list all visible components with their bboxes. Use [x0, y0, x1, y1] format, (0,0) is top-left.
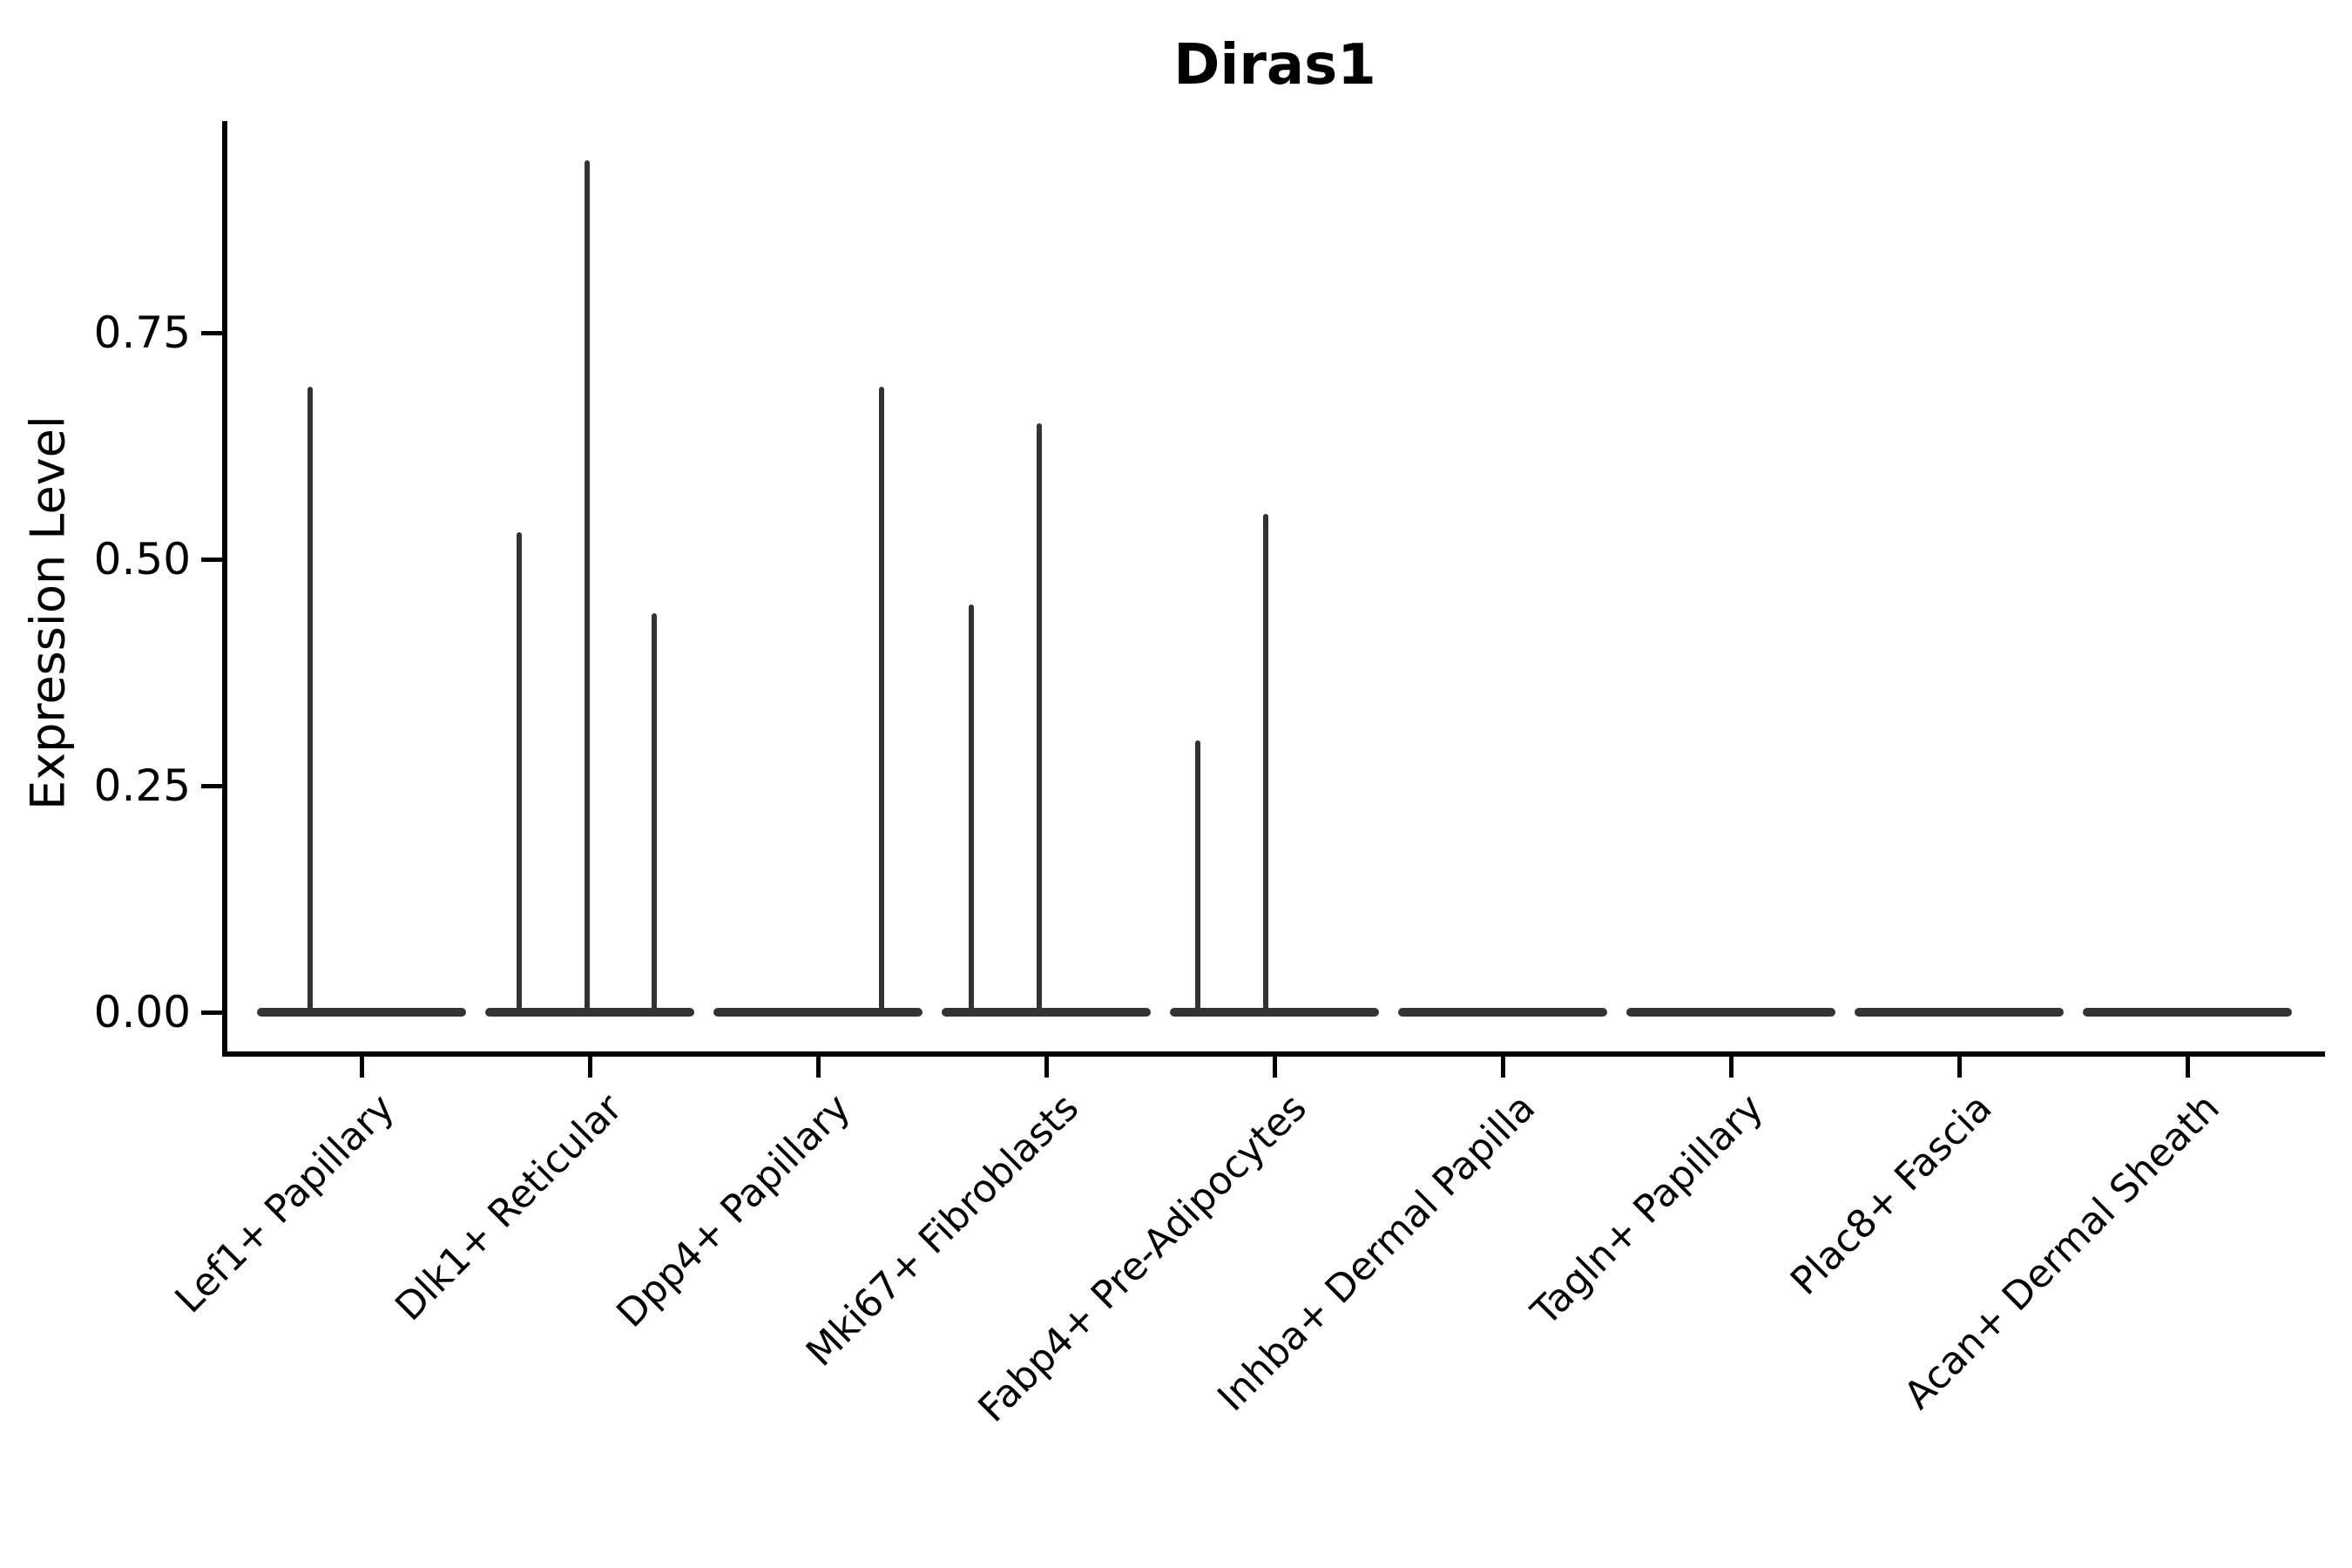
- violin-spike: [585, 160, 590, 1016]
- violin-baseline: [1170, 1008, 1379, 1017]
- x-tick-mark: [588, 1057, 592, 1078]
- x-tick-mark: [360, 1057, 364, 1078]
- violin-spike: [1037, 423, 1042, 1016]
- violin-baseline: [713, 1008, 923, 1017]
- x-tick-mark: [1044, 1057, 1049, 1078]
- x-tick-mark: [2186, 1057, 2190, 1078]
- x-tick-mark: [816, 1057, 821, 1078]
- y-tick-label: 0.75: [93, 308, 191, 358]
- chart-title: Diras1: [1173, 33, 1376, 98]
- x-category-label: Lef1+ Papillary: [166, 1085, 403, 1322]
- violin-baseline: [257, 1008, 466, 1017]
- x-tick-mark: [1957, 1057, 1962, 1078]
- y-tick-label: 0.50: [93, 534, 191, 585]
- violin-spike: [308, 387, 313, 1016]
- violin-spike: [969, 605, 974, 1016]
- x-category-label: Tagln+ Papillary: [1523, 1085, 1773, 1335]
- y-tick-mark: [201, 1010, 222, 1015]
- violin-spike: [879, 387, 884, 1016]
- x-tick-mark: [1273, 1057, 1277, 1078]
- violin-spike: [1263, 514, 1268, 1016]
- violin-spike: [1195, 740, 1200, 1016]
- violin-baseline: [485, 1008, 694, 1017]
- violin-baseline: [1398, 1008, 1607, 1017]
- y-axis-spine: [222, 121, 227, 1057]
- violin-baseline: [2083, 1008, 2292, 1017]
- y-tick-mark: [201, 784, 222, 788]
- violin-spike: [652, 613, 657, 1016]
- y-axis-label: Expression Level: [20, 416, 76, 810]
- violin-baseline: [1855, 1008, 2064, 1017]
- y-tick-label: 0.25: [93, 760, 191, 811]
- y-tick-mark: [201, 331, 222, 335]
- y-tick-label: 0.00: [93, 987, 191, 1037]
- x-category-label: Dpp4+ Papillary: [608, 1085, 860, 1336]
- x-axis-spine: [222, 1051, 2325, 1057]
- x-tick-mark: [1729, 1057, 1734, 1078]
- y-tick-mark: [201, 558, 222, 562]
- violin-spike: [517, 531, 522, 1016]
- x-category-label: Plac8+ Fascia: [1781, 1085, 2001, 1304]
- violin-baseline: [942, 1008, 1151, 1017]
- x-category-label: Dlk1+ Reticular: [387, 1085, 632, 1330]
- violin-baseline: [1626, 1008, 1835, 1017]
- x-tick-mark: [1501, 1057, 1505, 1078]
